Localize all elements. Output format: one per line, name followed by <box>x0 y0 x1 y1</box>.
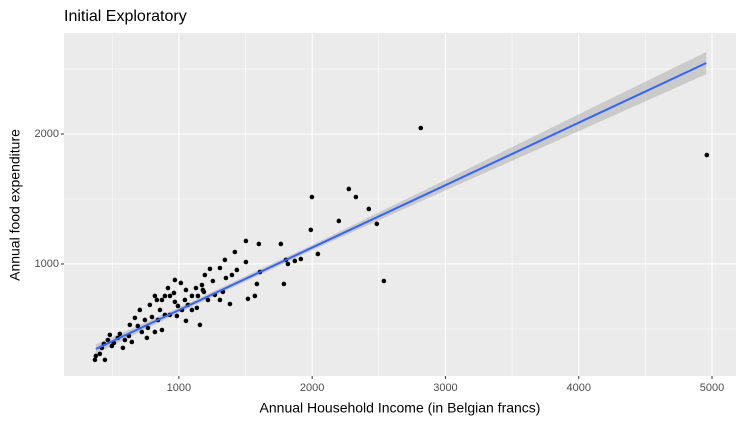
point <box>193 285 199 291</box>
point <box>254 281 260 287</box>
point <box>165 285 171 291</box>
point <box>217 297 223 303</box>
point <box>315 251 321 257</box>
point <box>222 257 228 263</box>
point <box>308 227 314 233</box>
point <box>132 315 138 321</box>
point <box>183 318 189 324</box>
point <box>175 303 181 309</box>
point <box>256 241 262 247</box>
point <box>122 337 128 343</box>
point <box>210 278 216 284</box>
point <box>139 329 145 335</box>
point <box>205 297 211 303</box>
point <box>281 281 287 287</box>
point <box>232 249 238 255</box>
point <box>162 293 168 299</box>
point <box>152 329 158 335</box>
y-tick-label: 1000 <box>35 258 59 270</box>
point <box>366 206 372 212</box>
point <box>149 314 155 320</box>
point <box>194 305 200 311</box>
point <box>199 282 205 288</box>
point <box>223 275 229 281</box>
point <box>278 241 284 247</box>
point <box>183 287 189 293</box>
point <box>292 258 298 264</box>
point <box>418 125 424 131</box>
point <box>195 293 201 299</box>
point <box>197 322 203 328</box>
point <box>346 186 352 192</box>
point <box>97 351 103 357</box>
point <box>182 297 188 303</box>
point <box>202 272 208 278</box>
x-tick-label: 4000 <box>566 382 590 394</box>
point <box>374 221 380 227</box>
point <box>144 335 150 341</box>
point <box>157 307 163 313</box>
point <box>336 218 342 224</box>
point <box>243 238 249 244</box>
point <box>167 293 173 299</box>
point <box>127 322 133 328</box>
x-axis-title: Annual Household Income (in Belgian fran… <box>260 400 541 416</box>
x-tick-label: 1000 <box>167 382 191 394</box>
point <box>178 280 184 286</box>
point <box>172 299 178 305</box>
point <box>92 357 98 363</box>
point <box>189 307 195 313</box>
point <box>137 307 143 313</box>
point <box>285 261 291 267</box>
fit-line <box>95 62 707 350</box>
y-tick-label: 2000 <box>35 128 59 140</box>
point <box>171 290 177 296</box>
point <box>309 194 315 200</box>
point <box>109 343 115 349</box>
point <box>145 325 151 331</box>
point <box>207 266 213 272</box>
point <box>142 317 148 323</box>
point <box>159 297 165 303</box>
point <box>704 152 710 158</box>
point <box>252 293 258 299</box>
x-tick-label: 3000 <box>433 382 457 394</box>
point <box>107 332 113 338</box>
point <box>154 297 160 303</box>
x-tick-label: 5000 <box>700 382 724 394</box>
point <box>174 313 180 319</box>
y-axis-title: Annual food expenditure <box>7 129 23 281</box>
point <box>298 256 304 262</box>
x-tick-label: 2000 <box>300 382 324 394</box>
plot-panel <box>64 33 736 376</box>
point <box>147 302 153 308</box>
point <box>129 339 135 345</box>
point <box>117 331 123 337</box>
point <box>381 278 387 284</box>
point <box>353 194 359 200</box>
chart-title: Initial Exploratory <box>64 8 187 25</box>
point <box>229 272 235 278</box>
point <box>189 293 195 299</box>
point <box>120 345 126 351</box>
point <box>217 265 223 271</box>
point <box>159 327 165 333</box>
point <box>152 293 158 299</box>
point <box>105 337 111 343</box>
point <box>172 277 178 283</box>
point <box>243 259 249 265</box>
point <box>234 267 240 273</box>
point <box>135 323 141 329</box>
point <box>245 296 251 302</box>
point <box>200 287 206 293</box>
point <box>93 353 99 359</box>
point <box>227 301 233 307</box>
point <box>102 357 108 363</box>
